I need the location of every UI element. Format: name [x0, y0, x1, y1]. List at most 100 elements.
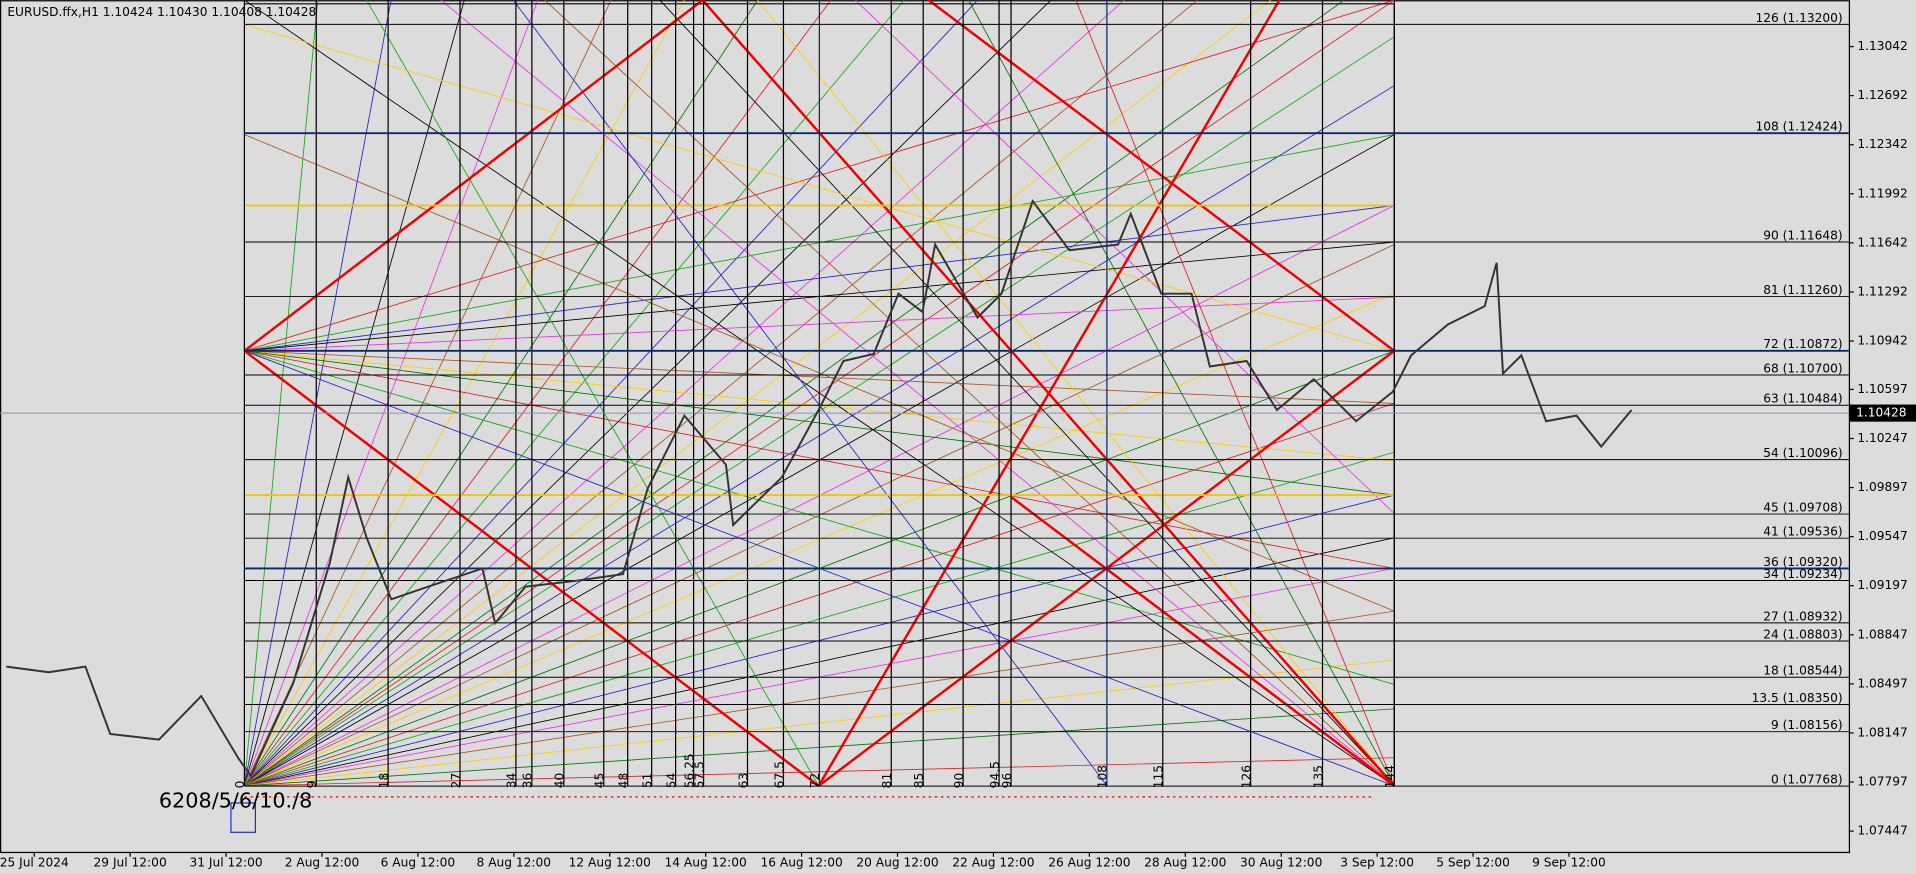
level-label: 41 (1.09536) [1763, 525, 1842, 539]
time-label: 45 [593, 773, 607, 789]
level-label: 24 (1.08803) [1763, 627, 1842, 641]
level-label: 36 (1.09320) [1763, 555, 1842, 569]
chart-title: EURUSD.ffx,H1 1.10424 1.10430 1.10408 1.… [7, 5, 316, 19]
level-label: 18 (1.08544) [1763, 664, 1842, 678]
x-tick-label: 20 Aug 12:00 [856, 855, 938, 869]
gann-line [244, 0, 1198, 787]
y-tick-label: 1.12342 [1857, 137, 1907, 151]
x-tick-label: 25 Jul 2024 [0, 855, 69, 869]
time-label: 9 [305, 781, 319, 789]
level-label: 9 (1.08156) [1771, 718, 1843, 732]
level-label: 68 (1.10700) [1763, 361, 1842, 375]
level-label: 72 (1.10872) [1763, 337, 1842, 351]
time-label: 135 [1311, 765, 1325, 788]
gann-line [757, 0, 1395, 787]
time-label: 18 [377, 773, 391, 789]
time-label: 94.5 [988, 761, 1002, 788]
y-tick-label: 1.13042 [1857, 39, 1907, 53]
time-label: 126 [1239, 765, 1253, 788]
x-tick-label: 12 Aug 12:00 [569, 855, 651, 869]
y-tick-label: 1.07797 [1857, 775, 1907, 789]
time-label: 90 [952, 773, 966, 789]
level-label: 126 (1.13200) [1756, 11, 1843, 25]
gann-line [440, 0, 1395, 787]
x-tick-label: 30 Aug 12:00 [1240, 855, 1322, 869]
gann-line [1011, 496, 1395, 787]
time-label: 56.25 [682, 753, 696, 788]
y-tick-label: 1.08847 [1857, 627, 1907, 641]
x-tick-label: 5 Sep 12:00 [1436, 855, 1510, 869]
time-label: 63 [736, 773, 750, 789]
level-label: 90 (1.11648) [1763, 228, 1842, 242]
x-tick-label: 8 Aug 12:00 [477, 855, 552, 869]
y-tick-label: 1.11642 [1857, 235, 1907, 249]
time-label: 0 [233, 781, 247, 789]
gann-line [244, 0, 1052, 787]
gann-line [243, 0, 392, 786]
time-label: 27 [449, 773, 463, 789]
gann-line [1075, 0, 1395, 787]
x-tick-label: 2 Aug 12:00 [285, 855, 360, 869]
time-label: 57.5 [692, 761, 706, 788]
gann-line [244, 0, 905, 787]
level-label: 45 (1.09708) [1763, 500, 1842, 514]
current-price-box [1850, 404, 1916, 422]
time-label: 96 [1000, 773, 1014, 789]
current-price-label: 1.10428 [1856, 406, 1906, 420]
level-label: 27 (1.08932) [1763, 609, 1842, 623]
y-tick-label: 1.12692 [1857, 88, 1907, 102]
level-label: 54 (1.10096) [1763, 446, 1842, 460]
time-label: 40 [553, 773, 567, 789]
time-label: 85 [912, 773, 926, 789]
y-tick-label: 1.08497 [1857, 676, 1907, 690]
time-label: 36 [521, 773, 535, 789]
time-label: 115 [1152, 765, 1166, 788]
x-tick-label: 14 Aug 12:00 [665, 855, 747, 869]
y-tick-label: 1.09897 [1857, 480, 1907, 494]
gann-line [701, 0, 1396, 787]
level-label: 0 (1.07768) [1771, 772, 1843, 786]
x-tick-label: 28 Aug 12:00 [1144, 855, 1226, 869]
gann-line [243, 0, 319, 786]
annotation: 6208/5/6/10./8 [159, 789, 313, 813]
x-tick-label: 9 Sep 12:00 [1532, 855, 1606, 869]
level-label: 34 (1.09234) [1763, 567, 1842, 581]
time-label: 34 [505, 773, 519, 789]
gann-line [244, 0, 978, 787]
gann-line [244, 0, 758, 787]
y-tick-label: 1.10942 [1857, 334, 1907, 348]
y-tick-label: 1.09547 [1857, 529, 1907, 543]
x-tick-label: 22 Aug 12:00 [952, 855, 1034, 869]
time-label: 51 [641, 773, 655, 789]
time-label: 72 [808, 773, 822, 789]
time-label: 81 [880, 773, 894, 789]
x-tick-label: 6 Aug 12:00 [381, 855, 456, 869]
gann-line [244, 0, 832, 787]
gann-line [544, 0, 1395, 787]
gann-line [927, 0, 1395, 352]
time-label: 48 [617, 773, 631, 789]
y-tick-label: 1.09197 [1857, 578, 1907, 592]
price-line [6, 198, 1633, 778]
time-label: 144 [1383, 765, 1397, 789]
gann-line [512, 0, 1108, 787]
y-tick-label: 1.07447 [1857, 824, 1907, 838]
y-tick-label: 1.08147 [1857, 725, 1907, 739]
gann-line [244, 0, 1272, 787]
time-label: 54 [664, 773, 678, 789]
x-tick-label: 31 Jul 12:00 [189, 855, 262, 869]
level-label: 81 (1.11260) [1763, 283, 1842, 297]
level-label: 108 (1.12424) [1756, 120, 1843, 134]
y-tick-label: 1.10247 [1857, 431, 1907, 445]
marker-box [230, 802, 256, 833]
y-tick-label: 1.11992 [1857, 186, 1907, 200]
gann-line [244, 0, 1345, 787]
plot-frame [0, 0, 1851, 854]
time-label: 67.5 [772, 761, 786, 788]
x-tick-label: 26 Aug 12:00 [1048, 855, 1130, 869]
gann-line [855, 0, 1395, 514]
